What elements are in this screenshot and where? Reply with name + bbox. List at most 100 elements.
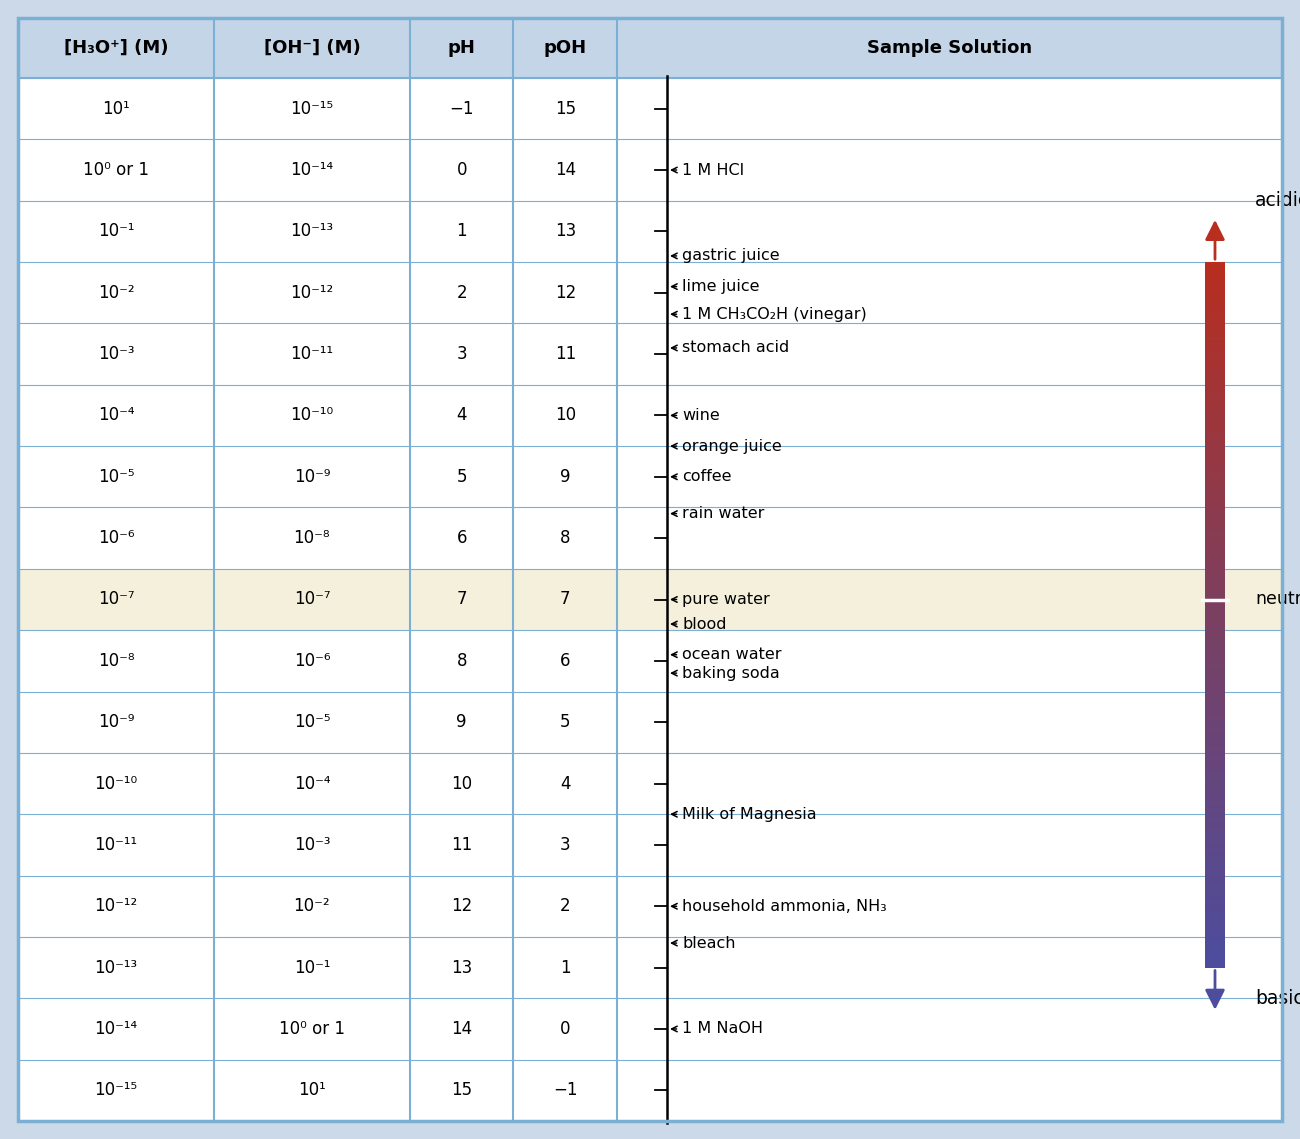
- Bar: [1205, 572, 1225, 575]
- Text: 5: 5: [560, 713, 571, 731]
- Bar: [1205, 925, 1225, 927]
- Bar: [1205, 487, 1225, 490]
- Bar: [1205, 939, 1225, 942]
- Text: 10⁻⁷: 10⁻⁷: [98, 590, 134, 608]
- Bar: [1205, 466, 1225, 469]
- Text: −1: −1: [552, 1081, 577, 1099]
- Bar: [1205, 715, 1225, 719]
- Text: 10⁰ or 1: 10⁰ or 1: [280, 1019, 344, 1038]
- Bar: [1205, 322, 1225, 326]
- Bar: [1205, 706, 1225, 708]
- Bar: [1205, 739, 1225, 741]
- Bar: [1205, 708, 1225, 711]
- Bar: [1205, 704, 1225, 706]
- Bar: [1205, 622, 1225, 624]
- Bar: [1205, 920, 1225, 923]
- Bar: [1205, 325, 1225, 328]
- Bar: [1205, 612, 1225, 615]
- Bar: [1205, 828, 1225, 831]
- Text: [OH⁻] (M): [OH⁻] (M): [264, 39, 360, 57]
- Bar: [1205, 346, 1225, 349]
- Text: 8: 8: [560, 530, 571, 547]
- Bar: [1205, 490, 1225, 492]
- Bar: [1205, 859, 1225, 862]
- Bar: [1205, 584, 1225, 587]
- Bar: [1205, 943, 1225, 947]
- Text: coffee: coffee: [672, 469, 732, 484]
- Bar: [1205, 680, 1225, 683]
- Bar: [1205, 936, 1225, 940]
- Bar: [1205, 797, 1225, 801]
- Bar: [1205, 662, 1225, 664]
- Bar: [1205, 494, 1225, 498]
- Text: 10⁻⁶: 10⁻⁶: [294, 652, 330, 670]
- Bar: [1205, 470, 1225, 474]
- Text: 10⁻¹: 10⁻¹: [294, 959, 330, 976]
- Bar: [1205, 863, 1225, 867]
- Bar: [1205, 649, 1225, 653]
- Bar: [1205, 302, 1225, 304]
- Bar: [1205, 666, 1225, 669]
- Bar: [1205, 843, 1225, 845]
- Bar: [1205, 364, 1225, 368]
- Text: neutral: neutral: [1254, 590, 1300, 608]
- Bar: [1205, 395, 1225, 399]
- Text: 10⁻⁹: 10⁻⁹: [98, 713, 134, 731]
- Bar: [1205, 452, 1225, 454]
- Bar: [1205, 607, 1225, 611]
- Bar: [1205, 753, 1225, 756]
- Bar: [1205, 492, 1225, 494]
- Bar: [1205, 501, 1225, 505]
- Bar: [1205, 727, 1225, 730]
- Bar: [1205, 410, 1225, 412]
- Bar: [1205, 876, 1225, 878]
- Text: 15: 15: [555, 100, 576, 117]
- Bar: [1205, 697, 1225, 699]
- Bar: [1205, 847, 1225, 850]
- Text: 12: 12: [451, 898, 472, 916]
- Text: 2: 2: [456, 284, 467, 302]
- Text: 10⁻⁸: 10⁻⁸: [294, 530, 330, 547]
- Bar: [1205, 431, 1225, 434]
- Bar: [1205, 741, 1225, 744]
- Bar: [1205, 720, 1225, 723]
- Bar: [1205, 581, 1225, 584]
- Bar: [1205, 790, 1225, 794]
- Bar: [1205, 297, 1225, 300]
- Bar: [1205, 730, 1225, 732]
- Text: 10⁻⁵: 10⁻⁵: [98, 468, 134, 486]
- Bar: [1205, 445, 1225, 448]
- Bar: [1205, 616, 1225, 620]
- Text: 10⁻¹³: 10⁻¹³: [95, 959, 138, 976]
- Text: stomach acid: stomach acid: [672, 341, 789, 355]
- Bar: [1205, 751, 1225, 754]
- Text: 0: 0: [560, 1019, 571, 1038]
- Bar: [1205, 311, 1225, 314]
- Bar: [1205, 454, 1225, 457]
- Bar: [1205, 591, 1225, 593]
- Bar: [1205, 309, 1225, 311]
- Bar: [1205, 441, 1225, 443]
- Text: 10⁻¹⁰: 10⁻¹⁰: [290, 407, 334, 425]
- Text: 15: 15: [451, 1081, 472, 1099]
- Bar: [1205, 857, 1225, 860]
- Bar: [1205, 903, 1225, 907]
- Bar: [1205, 833, 1225, 836]
- Text: 10⁻²: 10⁻²: [98, 284, 134, 302]
- Bar: [1205, 391, 1225, 394]
- Bar: [1205, 678, 1225, 681]
- Text: 10⁻⁷: 10⁻⁷: [294, 590, 330, 608]
- Bar: [1205, 320, 1225, 323]
- Text: 10⁻³: 10⁻³: [294, 836, 330, 854]
- Bar: [1205, 593, 1225, 596]
- Bar: [1205, 349, 1225, 352]
- Bar: [1205, 883, 1225, 885]
- Bar: [1205, 262, 1225, 264]
- Bar: [1205, 916, 1225, 918]
- Bar: [1205, 947, 1225, 949]
- Bar: [1205, 327, 1225, 330]
- Bar: [1205, 777, 1225, 779]
- Bar: [1205, 565, 1225, 568]
- Bar: [1205, 835, 1225, 838]
- Bar: [1205, 541, 1225, 544]
